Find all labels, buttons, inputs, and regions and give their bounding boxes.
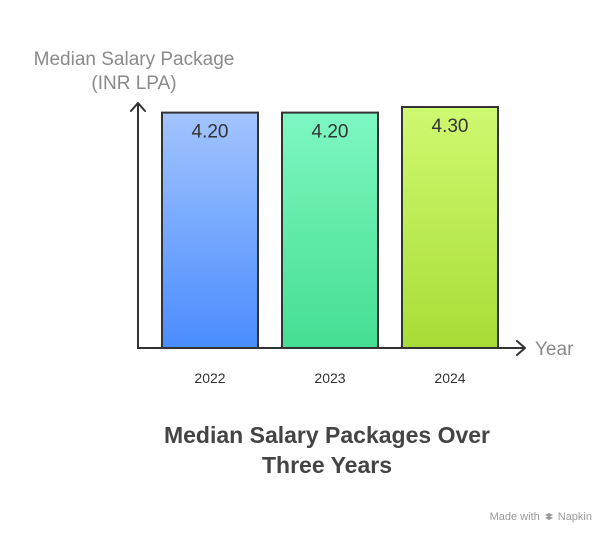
x-tick-label-2023: 2023 [314,370,345,386]
chart-title-line-2: Three Years [261,452,392,478]
x-tick-label-2024: 2024 [434,370,465,386]
x-axis-arrow-icon [516,340,526,356]
watermark-prefix: Made with [489,511,540,523]
x-tick-labels: 2022 2023 2024 [194,370,465,386]
watermark[interactable]: Made with Napkin [490,511,592,523]
value-label-2023: 4.20 [312,122,349,143]
axes: Year [130,102,574,360]
bars [161,106,499,350]
bar-2023 [281,111,379,350]
value-label-2022: 4.20 [192,122,229,143]
napkin-logo-icon [544,513,553,520]
watermark-brand: Napkin [557,511,592,523]
x-tick-label-2022: 2022 [194,370,225,386]
bar-2022 [161,111,259,350]
value-label-2024: 4.30 [432,116,469,137]
chart-title-line-1: Median Salary Packages Over [163,422,491,448]
y-axis-label-line-2: (INR LPA) [91,73,177,94]
chart-title: Median Salary Packages Over Three Years [100,420,554,480]
x-axis-label: Year [535,339,574,360]
y-axis-label-line-1: Median Salary Package [33,49,235,70]
bar-2024 [401,106,499,349]
y-axis-arrow-icon [130,102,146,112]
value-labels: 4.20 4.20 4.30 [192,116,469,143]
